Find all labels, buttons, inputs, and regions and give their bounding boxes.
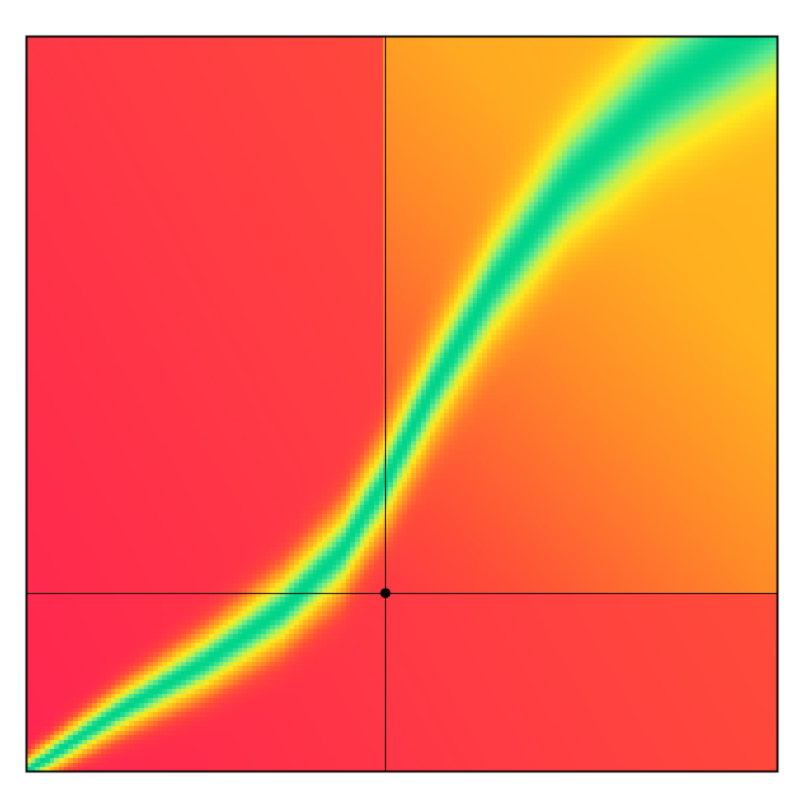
- chart-container: TheBottleneck.com: [0, 0, 800, 800]
- heatmap-canvas: [0, 0, 800, 800]
